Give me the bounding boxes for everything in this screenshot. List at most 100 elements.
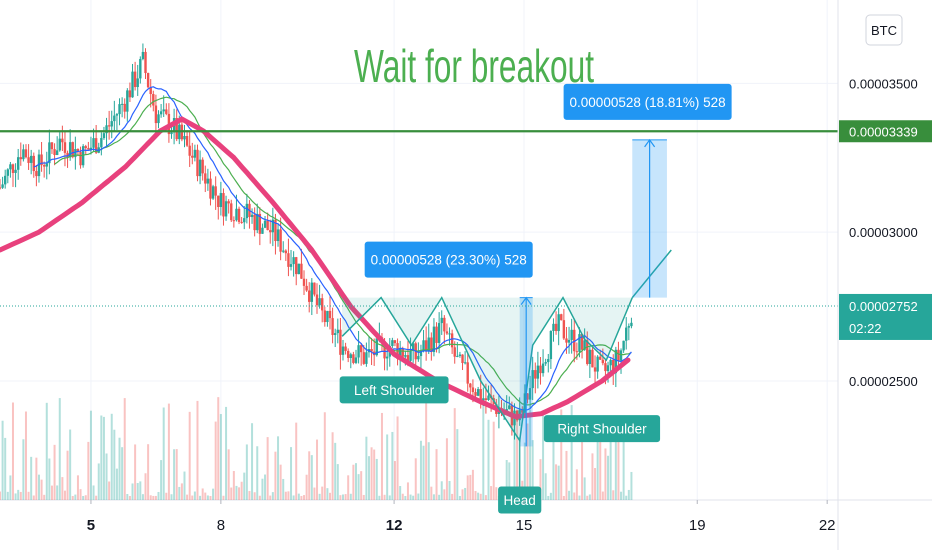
volume-bar — [513, 420, 516, 500]
volume-bar — [560, 409, 563, 500]
volume-bar — [344, 494, 347, 500]
price-axis[interactable]: 0.00003500 0.00003000 0.00002500 0.00003339… — [837, 0, 932, 550]
candle-body — [68, 142, 72, 158]
candle-body — [612, 359, 615, 374]
volume-bar — [248, 491, 251, 500]
volume-bar — [225, 406, 228, 500]
measure-label-box-1 — [364, 241, 533, 278]
candle-body — [53, 149, 56, 156]
volume-bar — [516, 412, 519, 500]
volume-bar — [464, 487, 467, 500]
volume-bar — [17, 489, 20, 500]
pattern-annotations[interactable]: Left Shoulder Head Right Shoulder — [339, 376, 661, 514]
candle-body — [339, 329, 342, 355]
time-tick-label: 22 — [819, 517, 836, 534]
candle-body — [237, 208, 241, 222]
volume-bar — [32, 495, 35, 500]
candle-body — [183, 136, 186, 140]
volume-bar — [607, 455, 610, 500]
volume-bar — [43, 494, 46, 500]
last-price-tag[interactable] — [839, 293, 932, 340]
volume-bar — [61, 477, 64, 500]
volume-bar — [292, 495, 295, 500]
volume-bar — [620, 491, 623, 500]
volume-bar — [625, 495, 628, 500]
candle-body — [422, 340, 425, 351]
volume-bar — [492, 421, 495, 500]
candle-body — [321, 298, 324, 311]
candle-body — [157, 114, 160, 124]
candle-body — [230, 203, 233, 221]
volume-bar — [365, 436, 368, 500]
volume-bar — [22, 439, 25, 500]
volume-bar — [191, 495, 194, 500]
volume-bar — [469, 474, 472, 500]
candle-body — [484, 398, 488, 400]
volume-bar — [284, 491, 287, 500]
candle-body — [370, 349, 373, 352]
volume-bar — [414, 458, 417, 500]
candle-body — [448, 333, 451, 335]
candle-body — [341, 346, 345, 355]
volume-bar — [326, 488, 329, 500]
volume-bar — [412, 495, 415, 500]
candle-body — [549, 330, 553, 360]
candle-body — [263, 220, 267, 228]
measurement-tools[interactable]: 0.00000528 (23.30%) 528 0.00000528 (18.81… — [364, 83, 732, 447]
volume-bar — [630, 471, 633, 500]
candle-body — [243, 218, 246, 223]
projection-line[interactable] — [631, 249, 672, 299]
volume-bar — [271, 492, 274, 500]
candle-body — [619, 350, 623, 361]
volume-bar — [419, 440, 422, 500]
candle-body — [318, 298, 321, 306]
candle-body — [313, 282, 316, 295]
candle-body — [131, 71, 134, 98]
annotation-box[interactable] — [339, 376, 449, 404]
volume-bar — [175, 449, 178, 500]
time-axis[interactable]: 5 8 12 15 19 22 — [87, 500, 836, 534]
candle-body — [534, 370, 537, 379]
volume-bar — [570, 405, 573, 500]
candle-body — [383, 341, 386, 359]
volume-bar — [37, 474, 40, 500]
volume-bar — [552, 415, 555, 500]
annotation-box[interactable] — [498, 486, 542, 514]
candle-body — [409, 350, 412, 361]
candle-body — [593, 367, 597, 372]
candle-body — [271, 219, 275, 233]
candle-body — [474, 392, 477, 396]
volume-bar — [594, 468, 597, 500]
candle-body — [352, 354, 355, 363]
volume-bar — [435, 449, 438, 500]
candle-body — [627, 326, 631, 328]
candle-body — [305, 285, 308, 291]
volume-bar — [393, 461, 396, 500]
volume-bar — [261, 478, 264, 500]
candle-body — [149, 87, 152, 95]
candle-body — [323, 310, 327, 323]
volume-bar — [531, 440, 534, 500]
candle-body — [580, 334, 584, 350]
annotation-box[interactable] — [543, 415, 661, 443]
candle-body — [401, 348, 404, 357]
candle-body — [508, 405, 511, 410]
volume-bar — [588, 494, 591, 500]
candle-body — [144, 51, 147, 74]
candle-body — [427, 337, 430, 352]
volume-bar — [401, 493, 404, 500]
volume-bar — [35, 457, 38, 500]
volume-bar — [212, 488, 215, 500]
volume-bar — [367, 456, 370, 500]
resistance-price-tag[interactable] — [839, 120, 932, 143]
candle-body — [487, 395, 490, 400]
volume-bar — [417, 493, 420, 500]
candle-body — [139, 59, 142, 79]
volume-bar — [490, 486, 493, 500]
currency-button[interactable]: BTC — [865, 14, 903, 46]
volume-bar — [232, 470, 235, 500]
candle-body — [206, 178, 210, 184]
candle-body — [586, 340, 589, 364]
volume-bar — [295, 422, 298, 500]
